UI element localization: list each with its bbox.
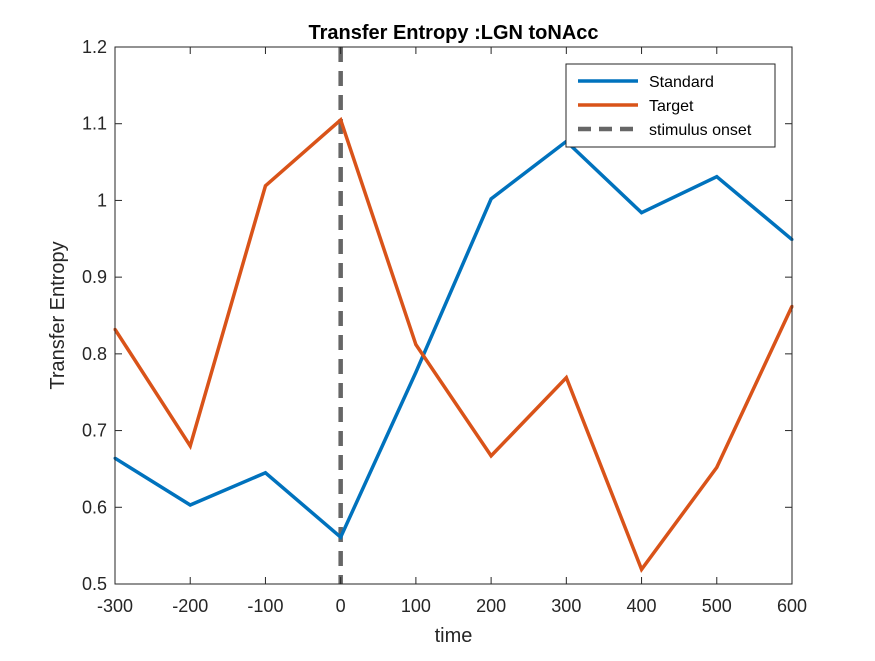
- y-tick-label: 0.8: [82, 344, 107, 364]
- legend-label: Target: [649, 98, 694, 115]
- data-point-standard: [339, 535, 343, 539]
- x-tick-label: 600: [777, 596, 807, 616]
- data-point-standard: [489, 197, 493, 201]
- legend-label: Standard: [649, 74, 714, 91]
- x-tick-label: 400: [627, 596, 657, 616]
- data-point-standard: [188, 503, 192, 507]
- data-point-target: [414, 343, 418, 347]
- y-tick-label: 0.6: [82, 497, 107, 517]
- x-tick-label: -100: [247, 596, 283, 616]
- x-tick-label: 300: [551, 596, 581, 616]
- x-axis-label: time: [435, 625, 473, 647]
- data-point-standard: [715, 175, 719, 179]
- series-line-standard: [114, 139, 794, 541]
- x-tick-label: 500: [702, 596, 732, 616]
- y-tick-label: 1.2: [82, 37, 107, 57]
- y-tick-label: 0.9: [82, 267, 107, 287]
- y-tick-label: 0.5: [82, 574, 107, 594]
- x-tick-label: -300: [97, 596, 133, 616]
- x-tick-label: 100: [401, 596, 431, 616]
- x-tick-label: -200: [172, 596, 208, 616]
- data-point-target: [564, 376, 568, 380]
- legend-label: stimulus onset: [649, 122, 752, 139]
- chart-title: Transfer Entropy :LGN toNAcc: [308, 22, 598, 44]
- data-point-target: [715, 465, 719, 469]
- data-point-standard: [414, 370, 418, 374]
- axes-box: [114, 46, 793, 585]
- data-point-standard: [640, 211, 644, 215]
- data-point-target: [263, 184, 267, 188]
- legend: Standard Target stimulus onset: [565, 63, 776, 148]
- y-tick-label: 1.1: [82, 114, 107, 134]
- x-tick-label: 0: [336, 596, 346, 616]
- y-tick-label: 0.7: [82, 421, 107, 441]
- data-point-target: [640, 567, 644, 571]
- x-tick-label: 200: [476, 596, 506, 616]
- y-axis-label: Transfer Entropy: [47, 241, 69, 389]
- data-point-standard: [263, 471, 267, 475]
- data-point-target: [489, 454, 493, 458]
- data-point-target: [339, 118, 343, 122]
- axes: [114, 46, 793, 585]
- tick-labels: -300 -200 -100 0 100 200 300 400 500 600 0.5 0.6 0.7…: [82, 37, 807, 616]
- series-line-target: [113, 116, 794, 574]
- y-tick-label: 1: [97, 190, 107, 210]
- data-point-target: [188, 444, 192, 448]
- series-lines: [113, 116, 794, 574]
